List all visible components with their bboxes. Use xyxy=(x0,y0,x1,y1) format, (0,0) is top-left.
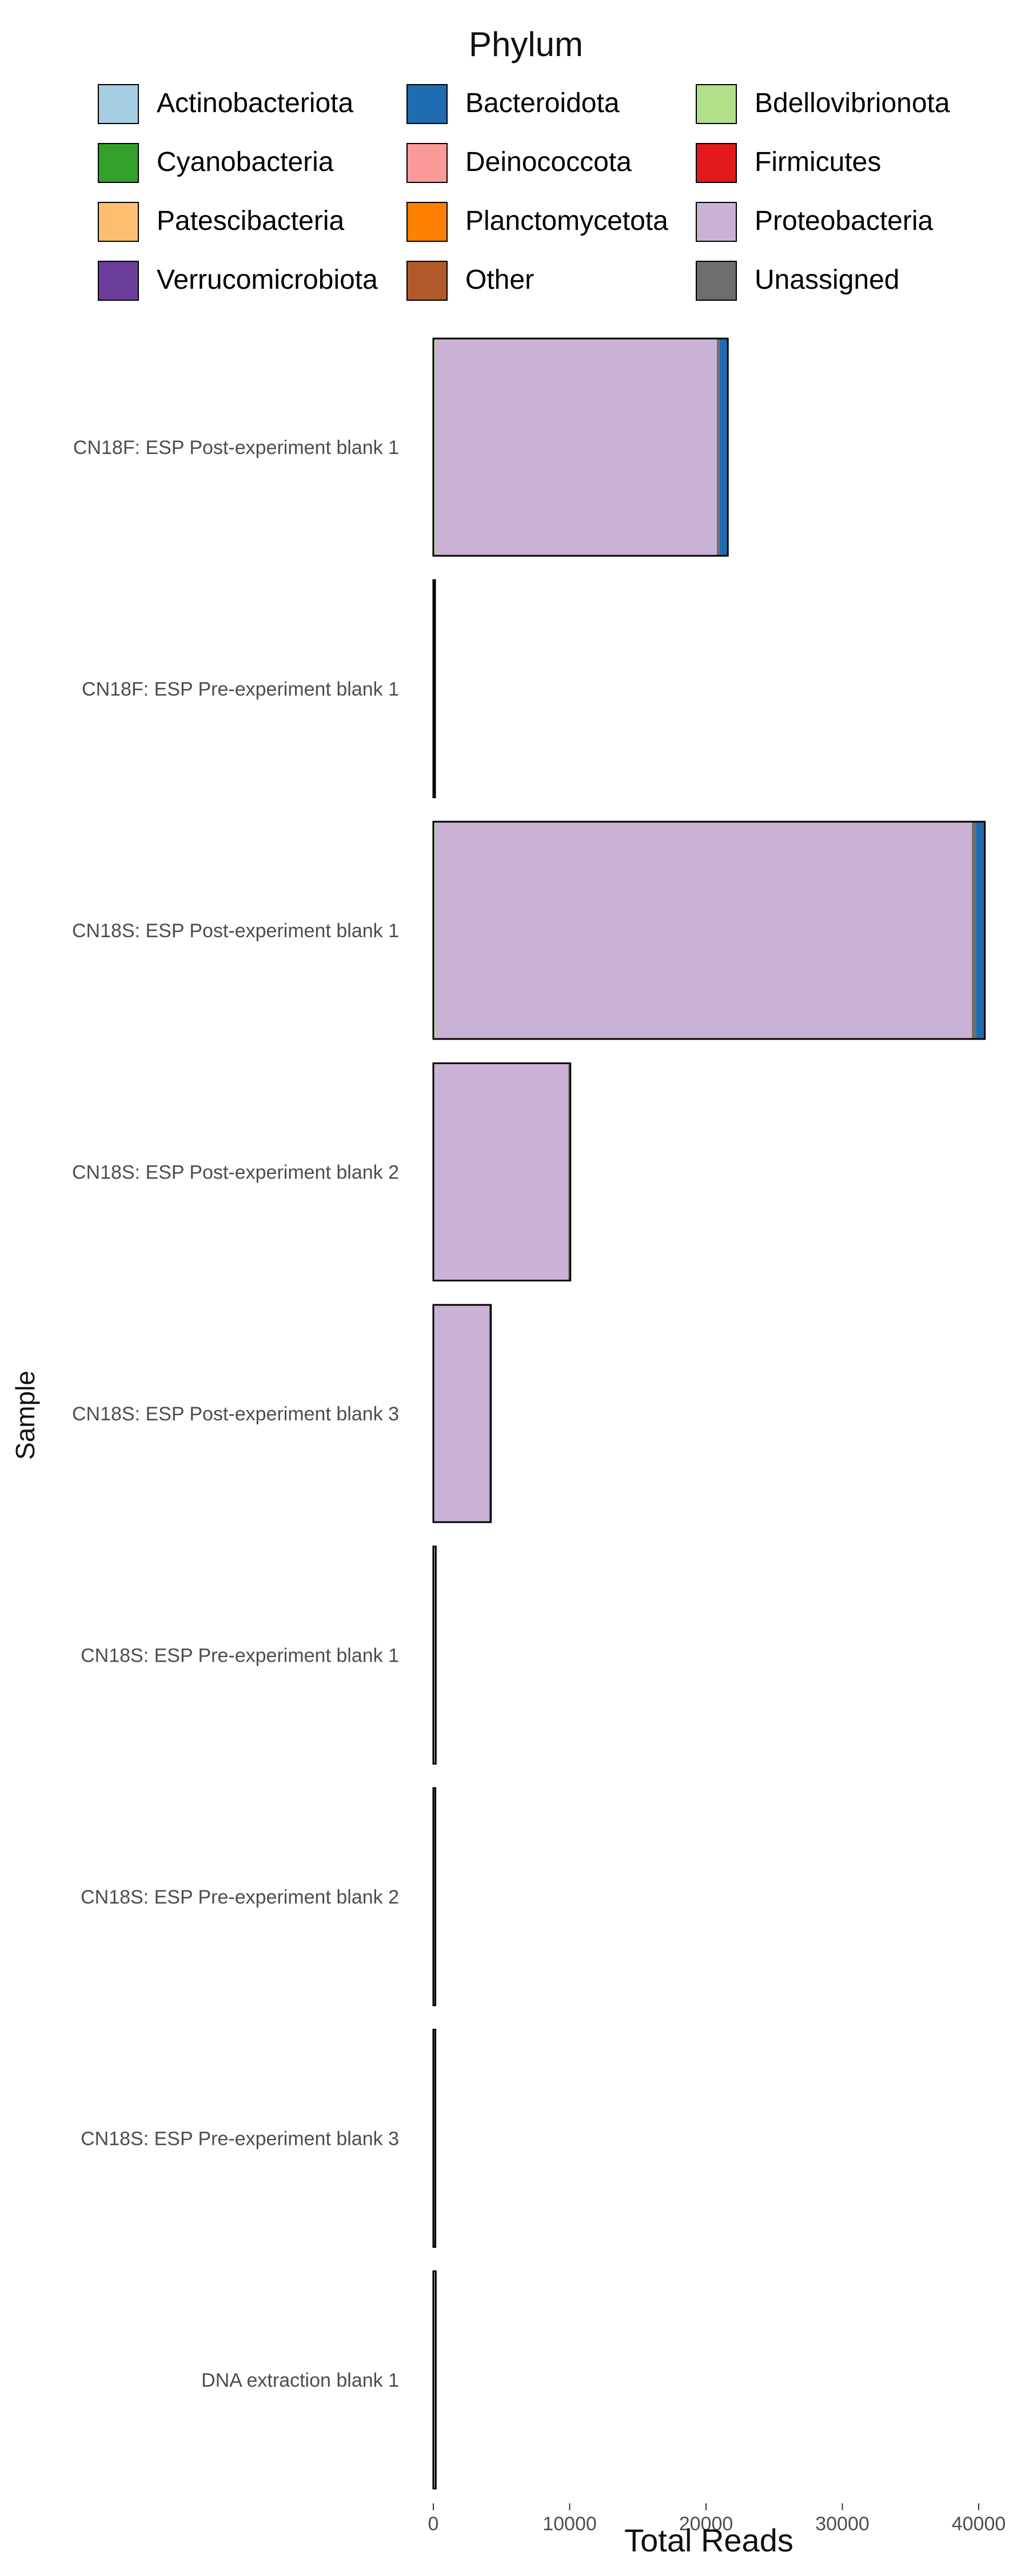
legend-swatch-actinobacteriota xyxy=(98,84,139,124)
x-axis: 0 10000 20000 30000 40000 xyxy=(428,2503,1006,2535)
legend-label-patescibacteria: Patescibacteria xyxy=(157,206,344,236)
bar-segment-bdellovibrionota xyxy=(433,822,436,1039)
legend-label-other: Other xyxy=(465,265,534,295)
legend-swatch-deinococcota xyxy=(406,143,448,183)
legend-swatch-firmicutes xyxy=(696,143,737,183)
legend-swatch-other xyxy=(406,261,448,301)
bar-outline xyxy=(432,2029,437,2248)
y-tick-label: CN18S: ESP Pre-experiment blank 2 xyxy=(81,1886,399,1908)
x-tick-label: 0 xyxy=(428,2513,439,2535)
bar-segment-unassigned xyxy=(568,1063,571,1281)
legend-label-bacteroidota: Bacteroidota xyxy=(465,88,620,118)
bar-segment-bacteroidota xyxy=(719,339,728,556)
legend-swatch-verrucomicrobiota xyxy=(98,261,139,301)
bar-outline xyxy=(432,2270,437,2490)
bar-outline xyxy=(432,579,436,798)
legend-label-unassigned: Unassigned xyxy=(755,265,900,295)
bar-outline xyxy=(432,337,729,557)
y-tick-label: CN18S: ESP Post-experiment blank 3 xyxy=(72,1403,399,1425)
x-tick-label: 30000 xyxy=(815,2513,870,2535)
bar-segment-unassigned xyxy=(717,339,720,556)
legend-label-actinobacteriota: Actinobacteriota xyxy=(157,88,354,118)
bar-outline xyxy=(432,1304,492,1523)
bar-segment-bdellovibrionota xyxy=(433,339,436,556)
legend-swatch-patescibacteria xyxy=(98,202,139,242)
x-tick-label: 10000 xyxy=(543,2513,597,2535)
legend-title: Phylum xyxy=(469,25,583,63)
legend-label-planctomycetota: Planctomycetota xyxy=(465,206,668,236)
y-tick-label: DNA extraction blank 1 xyxy=(201,2370,399,2391)
plot-area xyxy=(432,337,986,2490)
legend-label-firmicutes: Firmicutes xyxy=(755,147,881,177)
bar-outline xyxy=(432,1546,437,1765)
y-tick-label: CN18F: ESP Pre-experiment blank 1 xyxy=(82,679,399,700)
legend-label-bdellovibrionota: Bdellovibrionota xyxy=(755,88,950,118)
y-tick-label: CN18F: ESP Post-experiment blank 1 xyxy=(73,437,399,459)
x-axis-title: Total Reads xyxy=(624,2522,793,2558)
legend-swatch-unassigned xyxy=(696,261,737,301)
y-axis-labels: CN18F: ESP Post-experiment blank 1 CN18F:… xyxy=(72,437,399,2391)
bar-segment-proteobacteria xyxy=(433,1063,569,1281)
bar-segment-proteobacteria xyxy=(435,339,717,556)
x-tick-label: 40000 xyxy=(952,2513,1006,2535)
legend-swatch-proteobacteria xyxy=(696,202,737,242)
legend-label-cyanobacteria: Cyanobacteria xyxy=(157,147,334,177)
bar-segment-bacteroidota xyxy=(976,822,985,1039)
y-tick-label: CN18S: ESP Post-experiment blank 1 xyxy=(72,920,399,942)
bar-segment-unassigned xyxy=(972,822,976,1039)
legend-swatch-cyanobacteria xyxy=(98,143,139,183)
legend-swatch-bdellovibrionota xyxy=(696,84,737,124)
legend-swatch-bacteroidota xyxy=(406,84,448,124)
x-tick-label: 20000 xyxy=(679,2513,733,2535)
bar-segment-proteobacteria xyxy=(433,1305,489,1522)
y-tick-label: CN18S: ESP Pre-experiment blank 1 xyxy=(81,1645,399,1667)
legend-label-deinococcota: Deinococcota xyxy=(465,147,632,177)
legend-label-proteobacteria: Proteobacteria xyxy=(755,206,933,236)
y-axis-title: Sample xyxy=(10,1371,40,1460)
y-tick-label: CN18S: ESP Post-experiment blank 2 xyxy=(72,1162,399,1184)
bar-outline xyxy=(432,821,986,1040)
y-tick-label: CN18S: ESP Pre-experiment blank 3 xyxy=(81,2128,399,2150)
bar-outline xyxy=(432,1062,572,1281)
bar-segment-proteobacteria xyxy=(435,822,972,1039)
legend-swatch-planctomycetota xyxy=(406,202,448,242)
legend-label-verrucomicrobiota: Verrucomicrobiota xyxy=(157,265,378,295)
legend: Actinobacteriota Bacteroidota Bdellovibrio… xyxy=(98,84,950,301)
bar-outline xyxy=(432,1787,437,2006)
